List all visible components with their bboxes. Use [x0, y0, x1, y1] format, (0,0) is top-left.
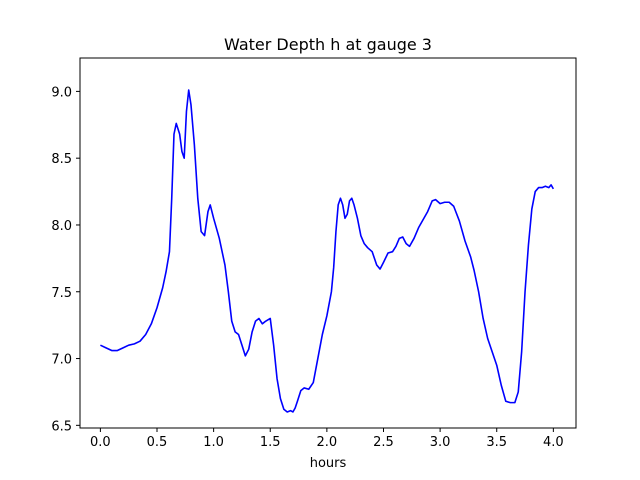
x-tick-label: 2.0 [317, 435, 338, 450]
x-tick-label: 1.0 [203, 435, 224, 450]
x-axis-label: hours [310, 456, 347, 471]
x-tick-label: 3.5 [486, 435, 507, 450]
x-tick-label: 0.5 [147, 435, 168, 450]
y-tick-label: 7.0 [51, 353, 72, 368]
axis-ticks: 0.0 0.5 1.0 1.5 2.0 2.5 3.0 3.5 4.0 6.5 7.0 7.5 8.0 8… [51, 85, 563, 450]
chart-title: Water Depth h at gauge 3 [224, 35, 432, 54]
x-tick-label: 1.5 [260, 435, 281, 450]
x-tick-label: 0.0 [90, 435, 111, 450]
y-tick-label: 8.5 [51, 152, 72, 167]
y-tick-label: 7.5 [51, 286, 72, 301]
x-tick-label: 3.0 [430, 435, 451, 450]
x-tick-label: 4.0 [543, 435, 564, 450]
plot-area [100, 89, 555, 413]
x-tick-label: 2.5 [373, 435, 394, 450]
series-line-0 [100, 89, 555, 413]
y-tick-label: 8.0 [51, 219, 72, 234]
y-tick-label: 9.0 [51, 85, 72, 100]
y-tick-label: 6.5 [51, 419, 72, 434]
plot-frame [79, 57, 577, 429]
